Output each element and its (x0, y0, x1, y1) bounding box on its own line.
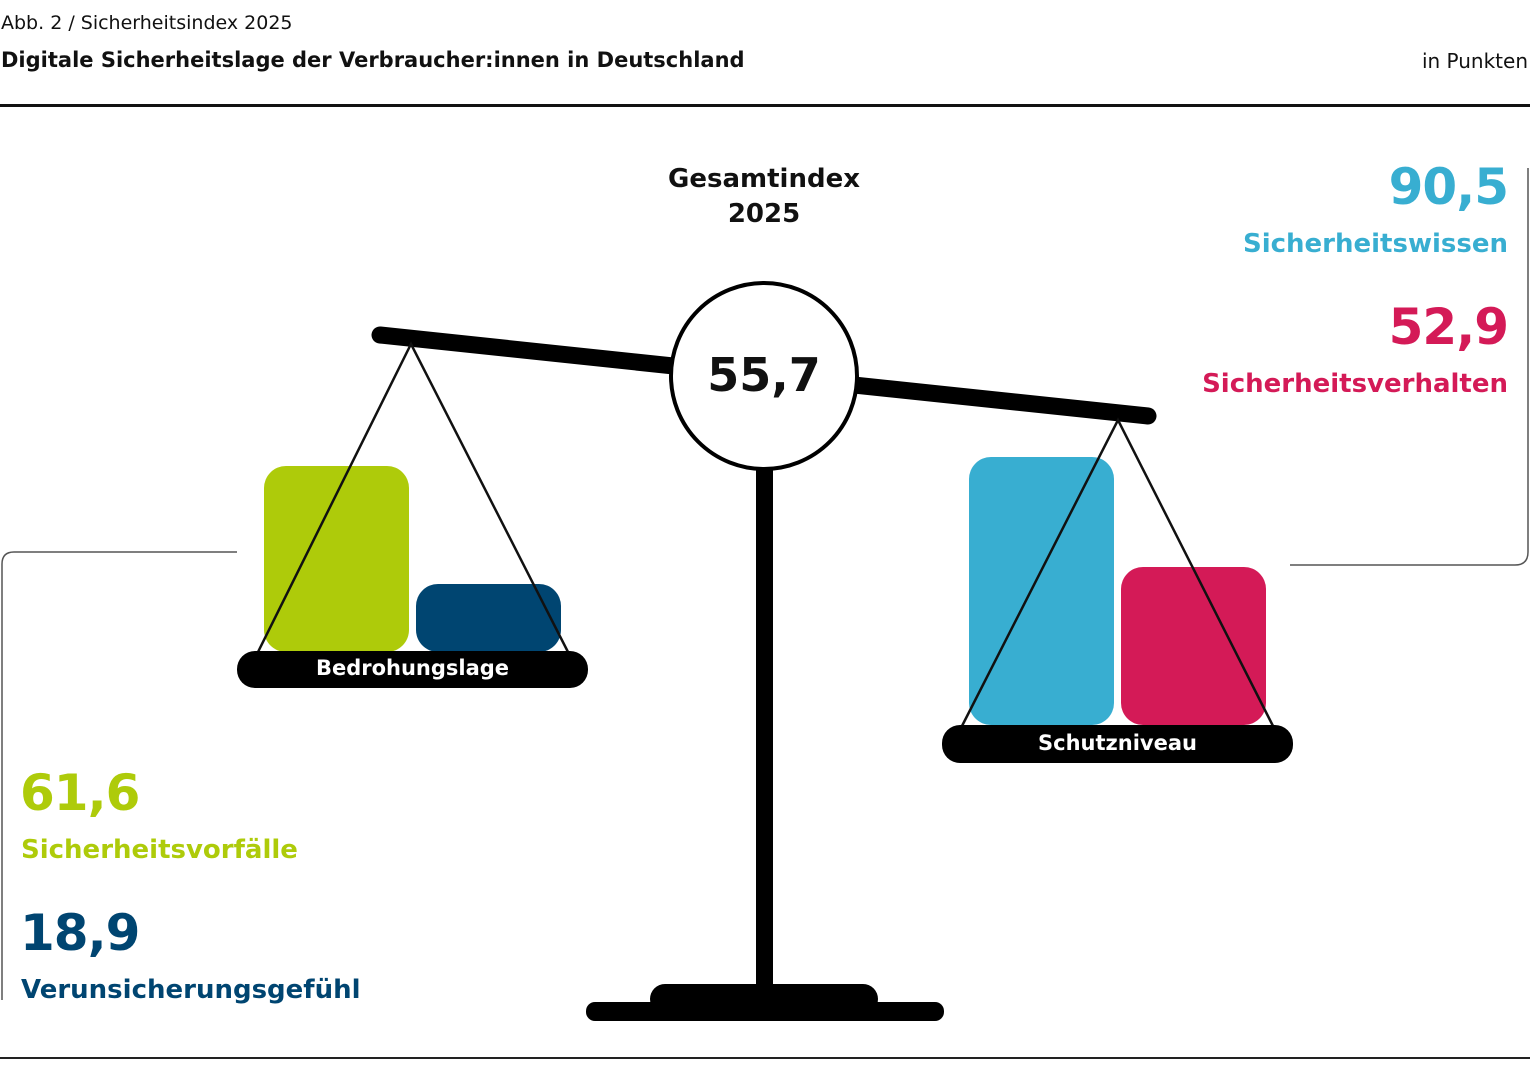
unit-label: in Punkten (1421, 49, 1528, 73)
bar-verunsicherungsgefuehl (416, 584, 561, 652)
figure-title: Digitale Sicherheitslage der Verbraucher… (1, 48, 745, 72)
bottom-rule (0, 1057, 1530, 1059)
left-pan-label: Bedrohungslage (315, 656, 510, 680)
scale-pole (756, 465, 773, 995)
index-circle (669, 281, 859, 471)
left-bracket-line (1, 551, 237, 1000)
verunsicherungsgefuehl-label: Verunsicherungsgefühl (21, 975, 361, 1005)
bar-sicherheitsvorfaelle (264, 466, 409, 652)
scale-base-bottom (586, 1002, 944, 1021)
top-rule (0, 104, 1530, 107)
right-pan-ropes (960, 417, 1275, 727)
figure-kicker: Abb. 2 / Sicherheitsindex 2025 (1, 12, 293, 34)
bar-sicherheitswissen (969, 457, 1114, 725)
gesamtindex-label: Gesamtindex (668, 164, 860, 194)
gesamtindex-year: 2025 (727, 199, 801, 229)
right-pan-platform (942, 725, 1293, 763)
gesamtindex-heading: Gesamtindex 2025 (664, 162, 864, 232)
left-pan-platform (237, 651, 588, 688)
right-bracket-line (1290, 168, 1529, 566)
right-pan-label: Schutzniveau (1038, 731, 1197, 755)
sicherheitsverhalten-label: Sicherheitsverhalten (1202, 369, 1508, 399)
sicherheitsverhalten-value: 52,9 (1388, 298, 1509, 356)
sicherheitsvorfaelle-value: 61,6 (20, 764, 140, 822)
verunsicherungsgefuehl-value: 18,9 (20, 904, 140, 962)
gesamtindex-value: 55,7 (707, 348, 821, 402)
bar-sicherheitsverhalten (1121, 567, 1266, 725)
sicherheitsvorfaelle-label: Sicherheitsvorfälle (21, 835, 298, 865)
sicherheitswissen-label: Sicherheitswissen (1242, 229, 1508, 259)
sicherheitswissen-value: 90,5 (1388, 158, 1509, 216)
left-pan-ropes (256, 341, 570, 653)
